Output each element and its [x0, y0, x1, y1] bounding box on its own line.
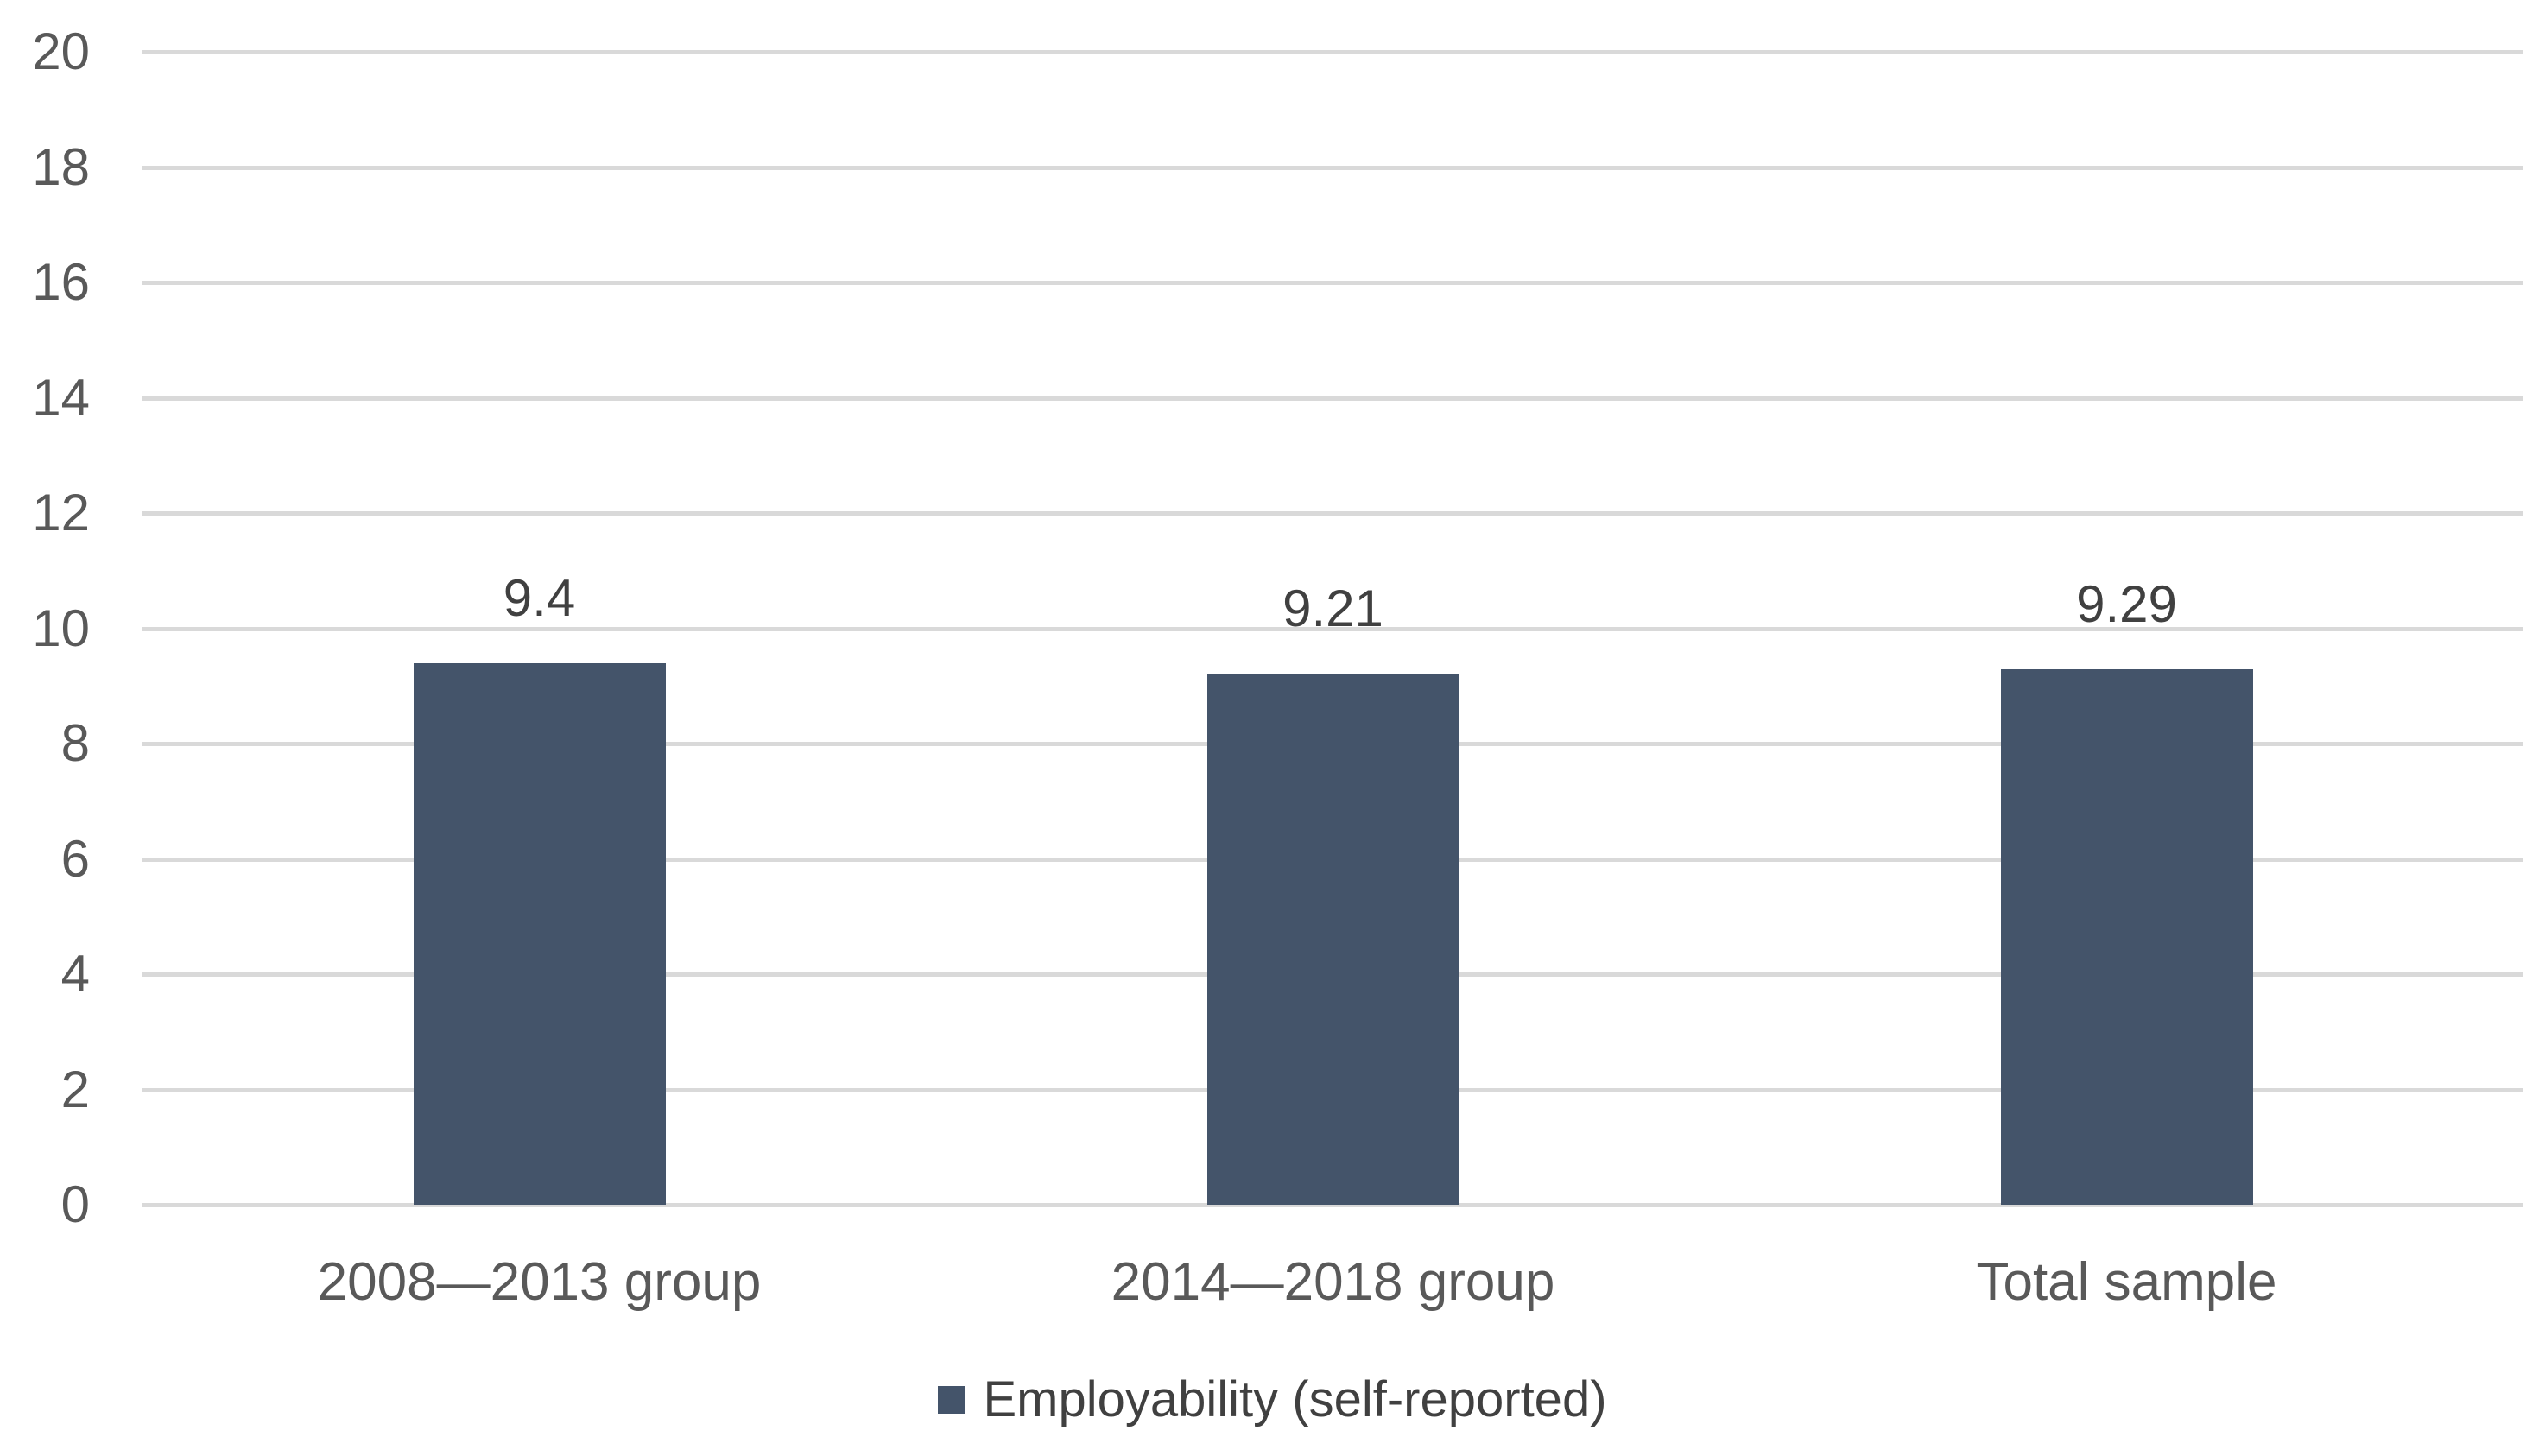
bar-1 [413, 662, 666, 1205]
plot-area: 9.4 9.21 9.29 [142, 50, 2523, 1207]
y-tick-label: 0 [60, 1175, 90, 1233]
gridline-y-14 [142, 396, 2523, 401]
data-label-3: 9.29 [2076, 574, 2177, 633]
gridline-y-20 [142, 50, 2523, 54]
gridline-y-12 [142, 511, 2523, 516]
y-tick-label: 10 [32, 598, 90, 657]
y-tick-label: 16 [32, 253, 90, 311]
legend: Employability (self-reported) [0, 1371, 2545, 1428]
x-category-label-2: 2014—2018 group [1111, 1252, 1555, 1312]
y-tick-label: 12 [32, 484, 90, 541]
gridline-y-16 [142, 281, 2523, 285]
gridline-y-0 [142, 1203, 2523, 1207]
legend-swatch-icon [938, 1386, 966, 1414]
bar-2 [1206, 674, 1459, 1205]
y-tick-label: 8 [60, 714, 90, 772]
y-tick-label: 14 [32, 368, 90, 427]
y-tick-label: 2 [60, 1060, 90, 1118]
x-category-label-3: Total sample [1976, 1252, 2277, 1312]
y-tick-label: 18 [32, 137, 90, 196]
gridline-y-18 [142, 165, 2523, 170]
y-tick-label: 20 [32, 22, 90, 80]
gridline-y-10 [142, 626, 2523, 631]
y-tick-label: 6 [60, 829, 90, 888]
bar-3 [2000, 668, 2253, 1205]
x-category-label-1: 2008—2013 group [317, 1252, 762, 1312]
legend-label: Employability (self-reported) [983, 1371, 1607, 1428]
data-label-1: 9.4 [503, 568, 576, 627]
data-label-2: 9.21 [1282, 579, 1383, 638]
y-tick-label: 4 [60, 945, 90, 1003]
